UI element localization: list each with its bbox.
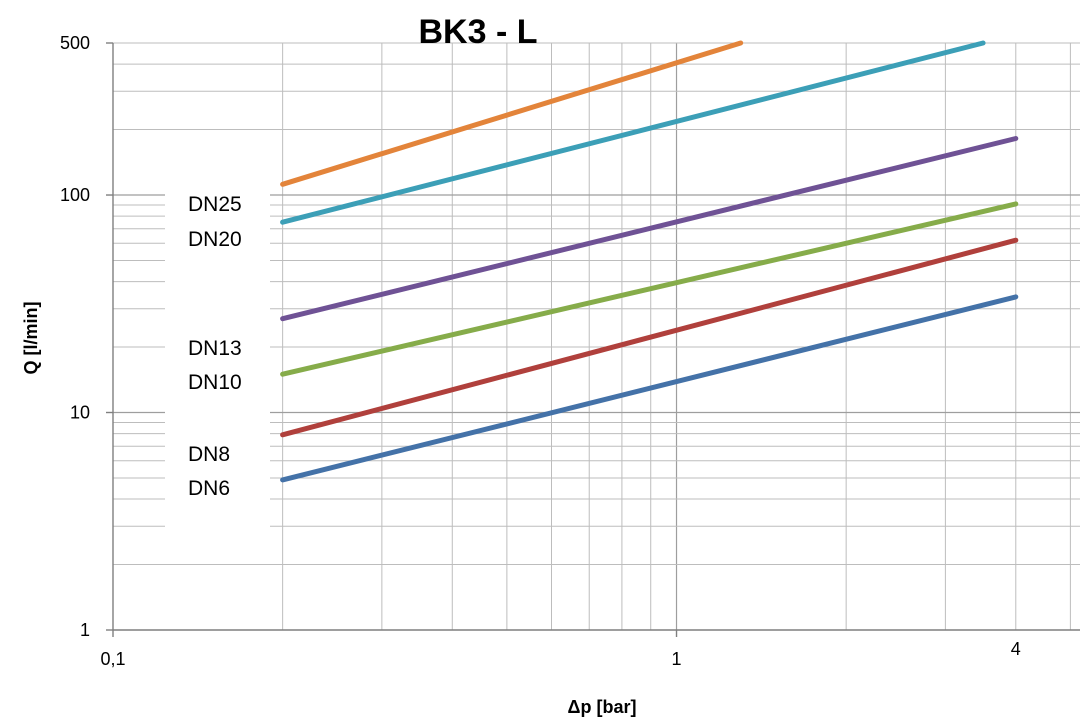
series-group (283, 43, 1016, 480)
series-line-dn6 (283, 297, 1016, 480)
series-label-dn10: DN10 (188, 371, 242, 394)
y-tick-label: 500 (60, 33, 90, 53)
y-tick-label: 10 (70, 403, 90, 423)
x-tick-label: 0,1 (100, 649, 125, 669)
x-tick-label: 1 (672, 649, 682, 669)
series-label-dn13: DN13 (188, 337, 242, 360)
series-label-dn6: DN6 (188, 477, 230, 500)
series-label-dn25: DN25 (188, 193, 242, 216)
series-label-dn20: DN20 (188, 228, 242, 251)
y-tick-label: 100 (60, 185, 90, 205)
series-line-dn8 (283, 240, 1016, 435)
x-axis-label: Δp [bar] (568, 697, 637, 717)
chart-title: BK3 - L (419, 13, 538, 51)
y-tick-label: 1 (80, 620, 90, 640)
series-label-dn8: DN8 (188, 443, 230, 466)
y-axis-label: Q [l/min] (21, 302, 41, 375)
x-tick-label: 4 (1011, 639, 1021, 659)
